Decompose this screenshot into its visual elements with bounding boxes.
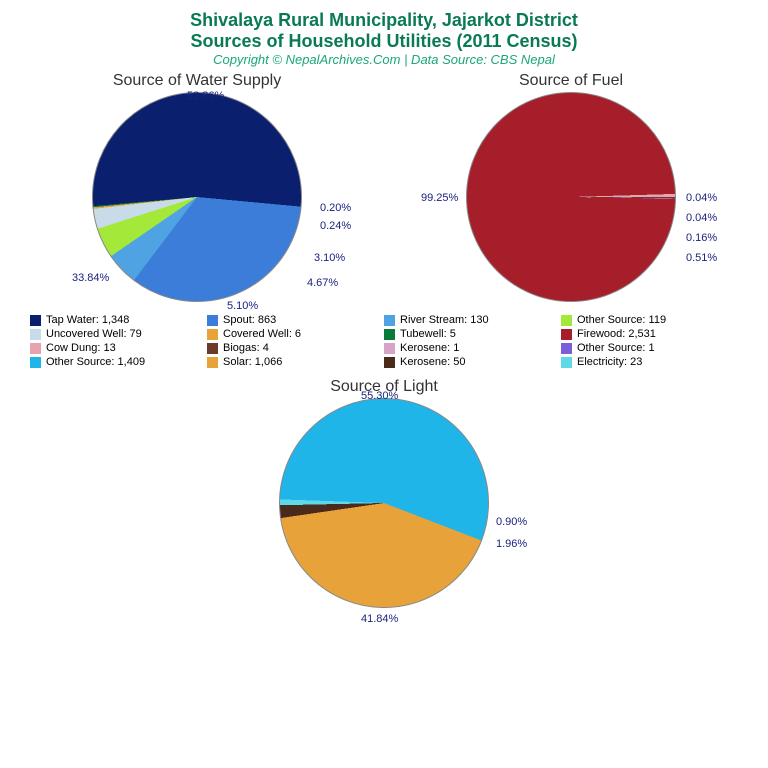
legend-swatch (30, 343, 41, 354)
pct-label: 52.86% (187, 90, 224, 102)
legend-swatch (30, 357, 41, 368)
legend-item: Other Source: 119 (561, 314, 738, 326)
pct-label: 0.51% (686, 252, 717, 264)
fuel-title: Source of Fuel (466, 72, 676, 90)
pct-label: 41.84% (361, 613, 398, 625)
pct-label: 0.04% (686, 192, 717, 204)
legend-item: Covered Well: 6 (207, 328, 384, 340)
legend-label: Spout: 863 (223, 314, 276, 326)
legend-swatch (30, 315, 41, 326)
pct-label: 5.10% (227, 300, 258, 312)
legend-item: Other Source: 1,409 (30, 356, 207, 368)
legend: Tap Water: 1,348 Spout: 863 River Stream: … (30, 314, 738, 370)
legend-swatch (30, 329, 41, 340)
legend-item: River Stream: 130 (384, 314, 561, 326)
water-pie (92, 92, 302, 302)
light-chart: Source of Light 55.30%41.84%1.96%0.90% (279, 378, 489, 608)
legend-item: Electricity: 23 (561, 356, 738, 368)
main-title-1: Shivalaya Rural Municipality, Jajarkot D… (10, 10, 758, 31)
legend-item: Biogas: 4 (207, 342, 384, 354)
legend-item: Kerosene: 1 (384, 342, 561, 354)
legend-label: Firewood: 2,531 (577, 328, 656, 340)
copyright: Copyright © NepalArchives.Com | Data Sou… (10, 52, 758, 67)
legend-label: Other Source: 119 (577, 314, 666, 326)
legend-label: Electricity: 23 (577, 356, 642, 368)
legend-item: Tubewell: 5 (384, 328, 561, 340)
legend-label: Kerosene: 1 (400, 342, 459, 354)
legend-label: Tap Water: 1,348 (46, 314, 129, 326)
legend-swatch (207, 357, 218, 368)
legend-swatch (384, 343, 395, 354)
legend-label: Cow Dung: 13 (46, 342, 116, 354)
legend-item: Tap Water: 1,348 (30, 314, 207, 326)
legend-swatch (561, 315, 572, 326)
pct-label: 55.30% (361, 390, 398, 402)
legend-label: Covered Well: 6 (223, 328, 301, 340)
legend-swatch (207, 343, 218, 354)
legend-swatch (384, 329, 395, 340)
water-chart: Source of Water Supply 52.86%33.84%5.10%… (92, 72, 302, 302)
legend-label: Solar: 1,066 (223, 356, 282, 368)
legend-label: Biogas: 4 (223, 342, 269, 354)
pct-label: 4.67% (307, 277, 338, 289)
legend-label: Other Source: 1 (577, 342, 655, 354)
legend-item: Spout: 863 (207, 314, 384, 326)
legend-swatch (207, 315, 218, 326)
fuel-pie (466, 92, 676, 302)
pct-label: 1.96% (496, 538, 527, 550)
pct-label: 99.25% (421, 192, 458, 204)
legend-swatch (384, 315, 395, 326)
pct-label: 33.84% (72, 272, 109, 284)
legend-swatch (384, 357, 395, 368)
legend-item: Solar: 1,066 (207, 356, 384, 368)
legend-item: Kerosene: 50 (384, 356, 561, 368)
pct-label: 3.10% (314, 252, 345, 264)
pct-label: 0.24% (320, 220, 351, 232)
fuel-chart: Source of Fuel 99.25%0.51%0.16%0.04%0.04… (466, 72, 676, 302)
legend-label: River Stream: 130 (400, 314, 489, 326)
legend-swatch (207, 329, 218, 340)
legend-swatch (561, 357, 572, 368)
legend-item: Other Source: 1 (561, 342, 738, 354)
pct-label: 0.04% (686, 212, 717, 224)
legend-swatch (561, 329, 572, 340)
main-title-2: Sources of Household Utilities (2011 Cen… (10, 31, 758, 52)
pct-label: 0.20% (320, 202, 351, 214)
legend-label: Tubewell: 5 (400, 328, 456, 340)
pct-label: 0.90% (496, 516, 527, 528)
legend-label: Uncovered Well: 79 (46, 328, 142, 340)
light-pie (279, 398, 489, 608)
water-title: Source of Water Supply (92, 72, 302, 90)
legend-label: Other Source: 1,409 (46, 356, 145, 368)
legend-item: Uncovered Well: 79 (30, 328, 207, 340)
legend-swatch (561, 343, 572, 354)
legend-item: Cow Dung: 13 (30, 342, 207, 354)
legend-item: Firewood: 2,531 (561, 328, 738, 340)
legend-label: Kerosene: 50 (400, 356, 465, 368)
pct-label: 0.16% (686, 232, 717, 244)
